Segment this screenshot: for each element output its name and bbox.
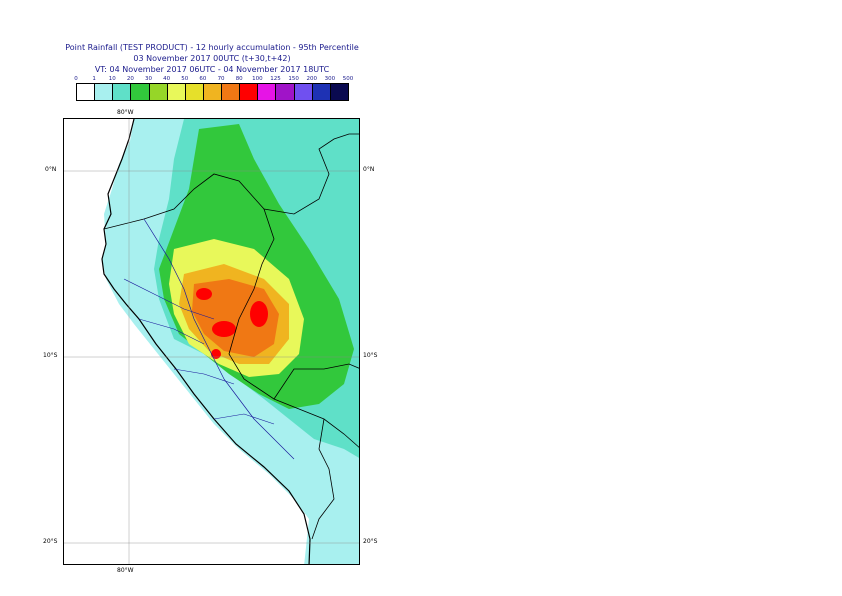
lat-label-right-20s: 20°S [363, 538, 378, 545]
legend-tick-label: 1 [92, 76, 96, 82]
legend-tick-label: 500 [342, 76, 354, 82]
legend-swatch [257, 83, 277, 101]
rain-70mm [192, 279, 279, 357]
legend-tick-label: 70 [217, 76, 225, 82]
rainfall-map [63, 118, 360, 565]
rain-80mm-core [196, 288, 212, 300]
lon-label-bottom: 80°W [117, 567, 134, 574]
border-peru-bolivia [311, 418, 335, 540]
chart-title-line1: Point Rainfall (TEST PRODUCT) - 12 hourl… [65, 43, 359, 52]
chart-title-line3: VT: 04 November 2017 06UTC - 04 November… [94, 65, 330, 74]
legend-swatch [112, 83, 132, 101]
legend-swatch [329, 83, 349, 101]
legend-tick-label: 80 [235, 76, 243, 82]
regional-borders [123, 278, 275, 425]
legend-swatch [311, 83, 331, 101]
legend-swatch [275, 83, 295, 101]
legend-tick-label: 300 [324, 76, 336, 82]
border-peru-brazil [273, 363, 359, 400]
border-peru-brazil [228, 208, 359, 448]
border-ecuador-colombia [103, 133, 359, 230]
dry-coast-area [64, 119, 309, 564]
lon-label-top: 80°W [117, 109, 134, 116]
lat-label-left-20s: 20°S [43, 538, 58, 545]
legend-swatch [293, 83, 313, 101]
regional-borders [143, 218, 295, 460]
lat-label-right-10s: 10°S [363, 352, 378, 359]
rainfall-map-svg [64, 119, 359, 564]
legend-tick-label: 150 [288, 76, 299, 82]
legend-tick-label: 50 [181, 76, 189, 82]
legend-tick-label: 40 [163, 76, 171, 82]
legend-swatch [166, 83, 186, 101]
lat-label-right-0: 0°N [363, 166, 375, 173]
rain-80mm-core [211, 349, 221, 359]
legend-swatch [130, 83, 150, 101]
legend-swatch [184, 83, 204, 101]
legend-swatch [148, 83, 168, 101]
rain-80mm-core [212, 321, 236, 337]
legend-tick-label: 0 [74, 76, 78, 82]
legend-tick-label: 125 [270, 76, 281, 82]
chart-title-line2: 03 November 2017 00UTC (t+30,t+42) [133, 54, 291, 63]
legend-swatch [239, 83, 259, 101]
lat-label-left-0: 0°N [45, 166, 57, 173]
legend-tick-label: 30 [145, 76, 153, 82]
color-legend: 0 1 10 20 30 40 50 60 70 80 100 125 150 200 300 500 [74, 76, 353, 104]
legend-swatch [94, 83, 114, 101]
rain-80mm-core [250, 301, 268, 327]
coastline [101, 119, 311, 564]
legend-swatch [202, 83, 223, 101]
legend-tick-label: 10 [108, 76, 116, 82]
legend-tick-label: 20 [126, 76, 134, 82]
legend-swatch [221, 83, 241, 101]
legend-tick-label: 60 [199, 76, 207, 82]
legend-swatch [76, 83, 96, 101]
lat-label-left-10s: 10°S [43, 352, 58, 359]
legend-tick-label: 100 [252, 76, 263, 82]
legend-tick-label: 200 [306, 76, 317, 82]
